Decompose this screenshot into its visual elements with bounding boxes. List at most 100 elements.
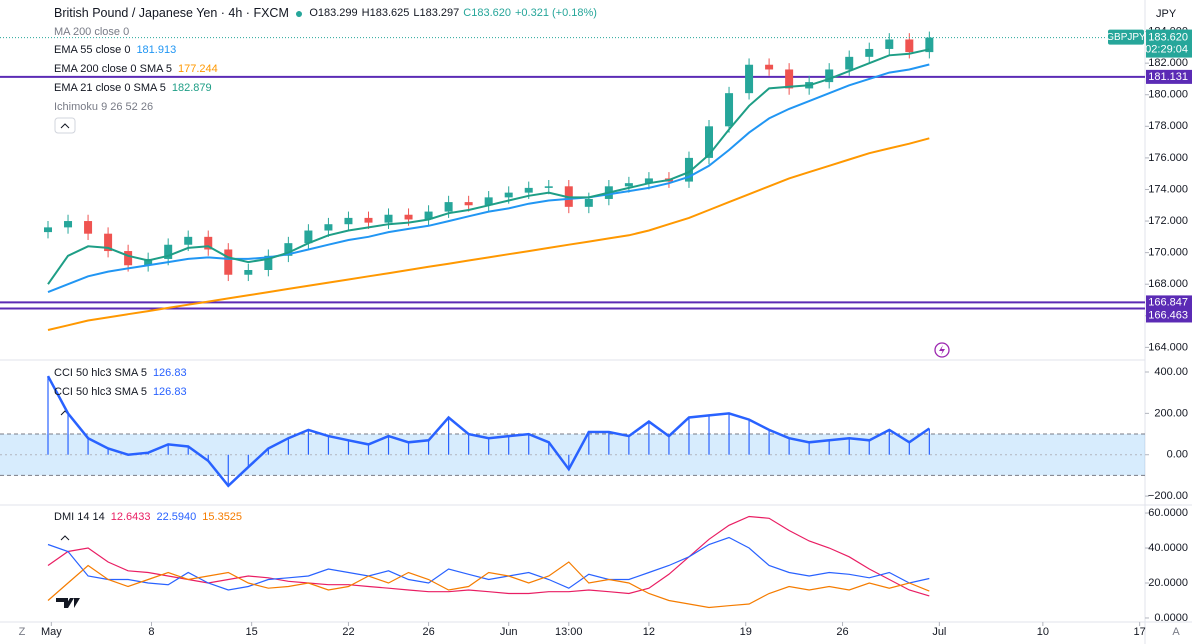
ohlc-value: L183.297: [413, 7, 460, 19]
y-tick-label: 170.000: [1148, 247, 1188, 259]
candle-body: [444, 202, 453, 212]
x-tick-label: 10: [1037, 626, 1049, 638]
y-tick-label: 400.00: [1154, 366, 1188, 378]
y-tick-label: 60.0000: [1148, 507, 1188, 519]
legend-row: EMA 200 close 0 SMA 5 177.244: [54, 63, 218, 75]
candle-body: [184, 236, 193, 245]
legend-value: 177.244: [178, 63, 218, 75]
cci-line: [46, 375, 931, 488]
event-icon[interactable]: [934, 342, 950, 358]
candle-body: [344, 217, 353, 225]
y-tick-label: 178.000: [1148, 120, 1188, 132]
legend-row: Ichimoku 9 26 52 26: [54, 101, 153, 113]
legend-row: MA 200 close 0: [54, 26, 129, 38]
candle-body: [524, 187, 533, 193]
candle-body: [104, 233, 113, 252]
legend-name: EMA 200 close 0 SMA 5: [54, 63, 173, 75]
collapse-icon: [60, 123, 70, 129]
ohlc-values: O183.299 H183.625 L183.297 C183.620 +0.321 (…: [309, 7, 597, 19]
legend-row: EMA 21 close 0 SMA 5 182.879: [54, 82, 212, 94]
market-open-dot: ●: [294, 5, 304, 21]
candle-body: [264, 255, 273, 270]
legend-value: 182.879: [171, 82, 212, 94]
ohlc-value: O183.299: [309, 7, 358, 19]
y-tick-label: 0.00: [1167, 449, 1188, 461]
y-tick-label: 20.0000: [1148, 577, 1188, 589]
legend-name: Ichimoku 9 26 52 26: [54, 101, 154, 113]
candle-body: [404, 214, 413, 220]
x-tick-label: 17: [1134, 626, 1146, 638]
legend-name: CCI 50 hlc3 SMA 5: [54, 367, 147, 379]
legend-row: CCI 50 hlc3 SMA 5 126.83: [54, 386, 187, 398]
candle-body: [164, 244, 173, 259]
legend-value: 126.83: [152, 386, 187, 398]
collapse-icon[interactable]: [60, 535, 70, 541]
legend-row: CCI 50 hlc3 SMA 5 126.83: [54, 367, 187, 379]
candle-body: [304, 230, 313, 244]
legend-row: EMA 55 close 0 181.913: [54, 44, 176, 56]
candle-body: [384, 214, 393, 223]
candle-body: [544, 186, 553, 188]
last-price-label: 183.620: [1148, 31, 1188, 43]
y-tick-label: 0.0000: [1154, 612, 1188, 624]
candle-body: [84, 221, 93, 234]
candle-body: [504, 192, 513, 198]
y-tick-label: 176.000: [1148, 152, 1188, 164]
x-tick-label: 19: [740, 626, 752, 638]
candle-body: [144, 258, 153, 266]
candle-body: [905, 39, 914, 53]
x-tick-label: 22: [342, 626, 354, 638]
x-tick-label: May: [41, 626, 62, 638]
ohlc-value: C183.620: [463, 7, 511, 19]
candle-body: [364, 217, 373, 223]
x-tick-label: Jun: [500, 626, 518, 638]
y-tick-label: 40.0000: [1148, 542, 1188, 554]
candle-body: [324, 224, 333, 231]
legend-value: 22.5940: [156, 511, 197, 523]
level-badge-box: [1146, 308, 1192, 323]
ema-line: [47, 48, 930, 285]
candle-body: [204, 236, 213, 250]
auto-button[interactable]: A: [1172, 626, 1180, 638]
x-tick-label: 15: [246, 626, 258, 638]
candle-body: [244, 270, 253, 275]
logo: [56, 598, 80, 608]
legend-name: DMI 14 14: [54, 511, 105, 523]
symbol-label: GBPJPY: [1106, 32, 1146, 43]
y-tick-label: 164.000: [1148, 341, 1188, 353]
pane: [0, 375, 1145, 488]
candle-body: [684, 157, 693, 182]
candle-body: [584, 198, 593, 207]
level-badge-box: [1146, 295, 1192, 310]
candle-body: [124, 251, 133, 266]
countdown-label: 02:29:04: [1145, 43, 1188, 55]
ohlc-value: +0.321 (+0.18%): [514, 7, 597, 19]
y-tick-label: 200.00: [1154, 407, 1188, 419]
x-tick-label: 13:00: [555, 626, 583, 638]
ema-line: [47, 137, 930, 331]
candle-body: [825, 69, 834, 83]
pane: [0, 31, 1145, 331]
candle-body: [745, 64, 754, 94]
candle-body: [725, 93, 734, 127]
level-badge: 166.463: [1148, 309, 1188, 321]
x-tick-label: 12: [643, 626, 655, 638]
ohlc-value: H183.625: [361, 7, 410, 19]
level-badge-box: [1146, 69, 1192, 84]
candle-body: [64, 221, 73, 228]
dmi-line: [47, 515, 930, 597]
candle-body: [705, 126, 714, 158]
legend-name: CCI 50 hlc3 SMA 5: [54, 386, 147, 398]
legend-name: EMA 21 close 0 SMA 5: [54, 82, 166, 94]
z-button[interactable]: Z: [19, 626, 26, 638]
y-tick-label: −200.00: [1148, 490, 1188, 502]
currency-label[interactable]: JPY: [1156, 8, 1177, 20]
symbol-title[interactable]: British Pound / Japanese Yen · 4h · FXCM: [54, 6, 289, 20]
ema-line: [47, 63, 930, 294]
collapse-button[interactable]: [54, 117, 76, 134]
legend-value: 12.6433: [110, 511, 151, 523]
x-tick-label: 8: [148, 626, 154, 638]
